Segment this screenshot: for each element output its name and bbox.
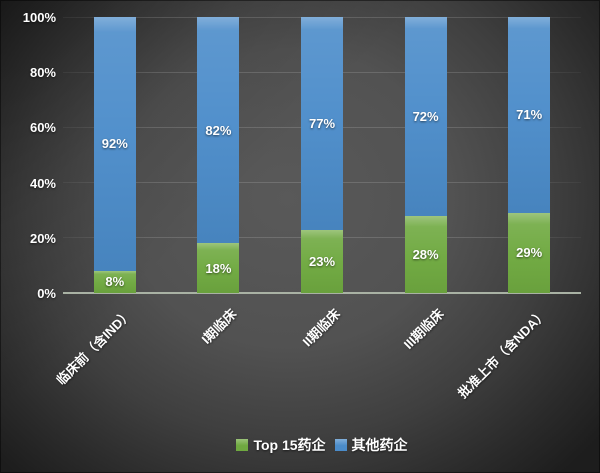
bar-segment-top15: 29% [508,212,551,293]
bar-column: 77% 23% [301,17,343,293]
y-axis-tick-label: 80% [29,65,56,81]
bar-value-label-top15: 8% [105,274,125,290]
bar-column: 72% 28% [404,17,447,293]
bar-segment-other: 72% [404,17,447,216]
y-axis-tick-label: 0% [37,286,56,301]
bar-segment-other: 77% [301,17,343,230]
y-axis-tick-label: 20% [29,230,56,246]
bar-segment-top15: 28% [404,215,447,293]
y-axis-tick-label: 60% [29,120,56,136]
legend-label-top15: Top 15药企 [253,437,326,453]
x-axis-category-label: III期临床 [400,306,447,352]
bar-segment-other: 82% [197,17,240,244]
bar-segment-top15: 8% [93,270,136,293]
legend-item-other: 其他药企 [334,437,408,453]
bar-segment-other: 71% [508,17,551,213]
x-axis-category-label: II期临床 [299,306,343,350]
bar-value-label-other: 71% [516,107,543,123]
bar-value-label-top15: 23% [308,253,336,269]
bar-value-label-top15: 18% [205,260,232,276]
bar-segment-top15: 18% [197,243,240,293]
bar-value-label-other: 92% [101,136,128,152]
bar-column: 82% 18% [197,17,240,293]
y-axis-tick-label: 100% [22,10,56,25]
bar-value-label-other: 82% [205,122,232,138]
bar-column: 71% 29% [508,17,551,293]
chart-legend: Top 15药企 其他药企 [63,438,581,452]
bar-value-label-other: 72% [412,108,439,124]
x-axis-category-label: 临床前（含IND） [53,306,136,388]
legend-item-top15: Top 15药企 [236,437,326,453]
legend-swatch-top15 [236,439,249,451]
x-axis-line [63,292,581,294]
bar-value-label-other: 77% [308,115,336,131]
legend-label-other: 其他药企 [351,437,408,453]
bar-value-label-top15: 29% [516,245,543,261]
bar-column: 92% 8% [93,17,136,293]
legend-swatch-other [334,439,347,451]
x-axis-category-label: 批准上市（含NDA） [455,306,550,401]
bar-segment-top15: 23% [301,229,343,293]
y-axis-tick-label: 40% [29,175,56,191]
bar-segment-other: 92% [93,17,136,271]
bar-value-label-top15: 28% [412,246,439,262]
x-axis-category-label: I期临床 [198,306,240,347]
